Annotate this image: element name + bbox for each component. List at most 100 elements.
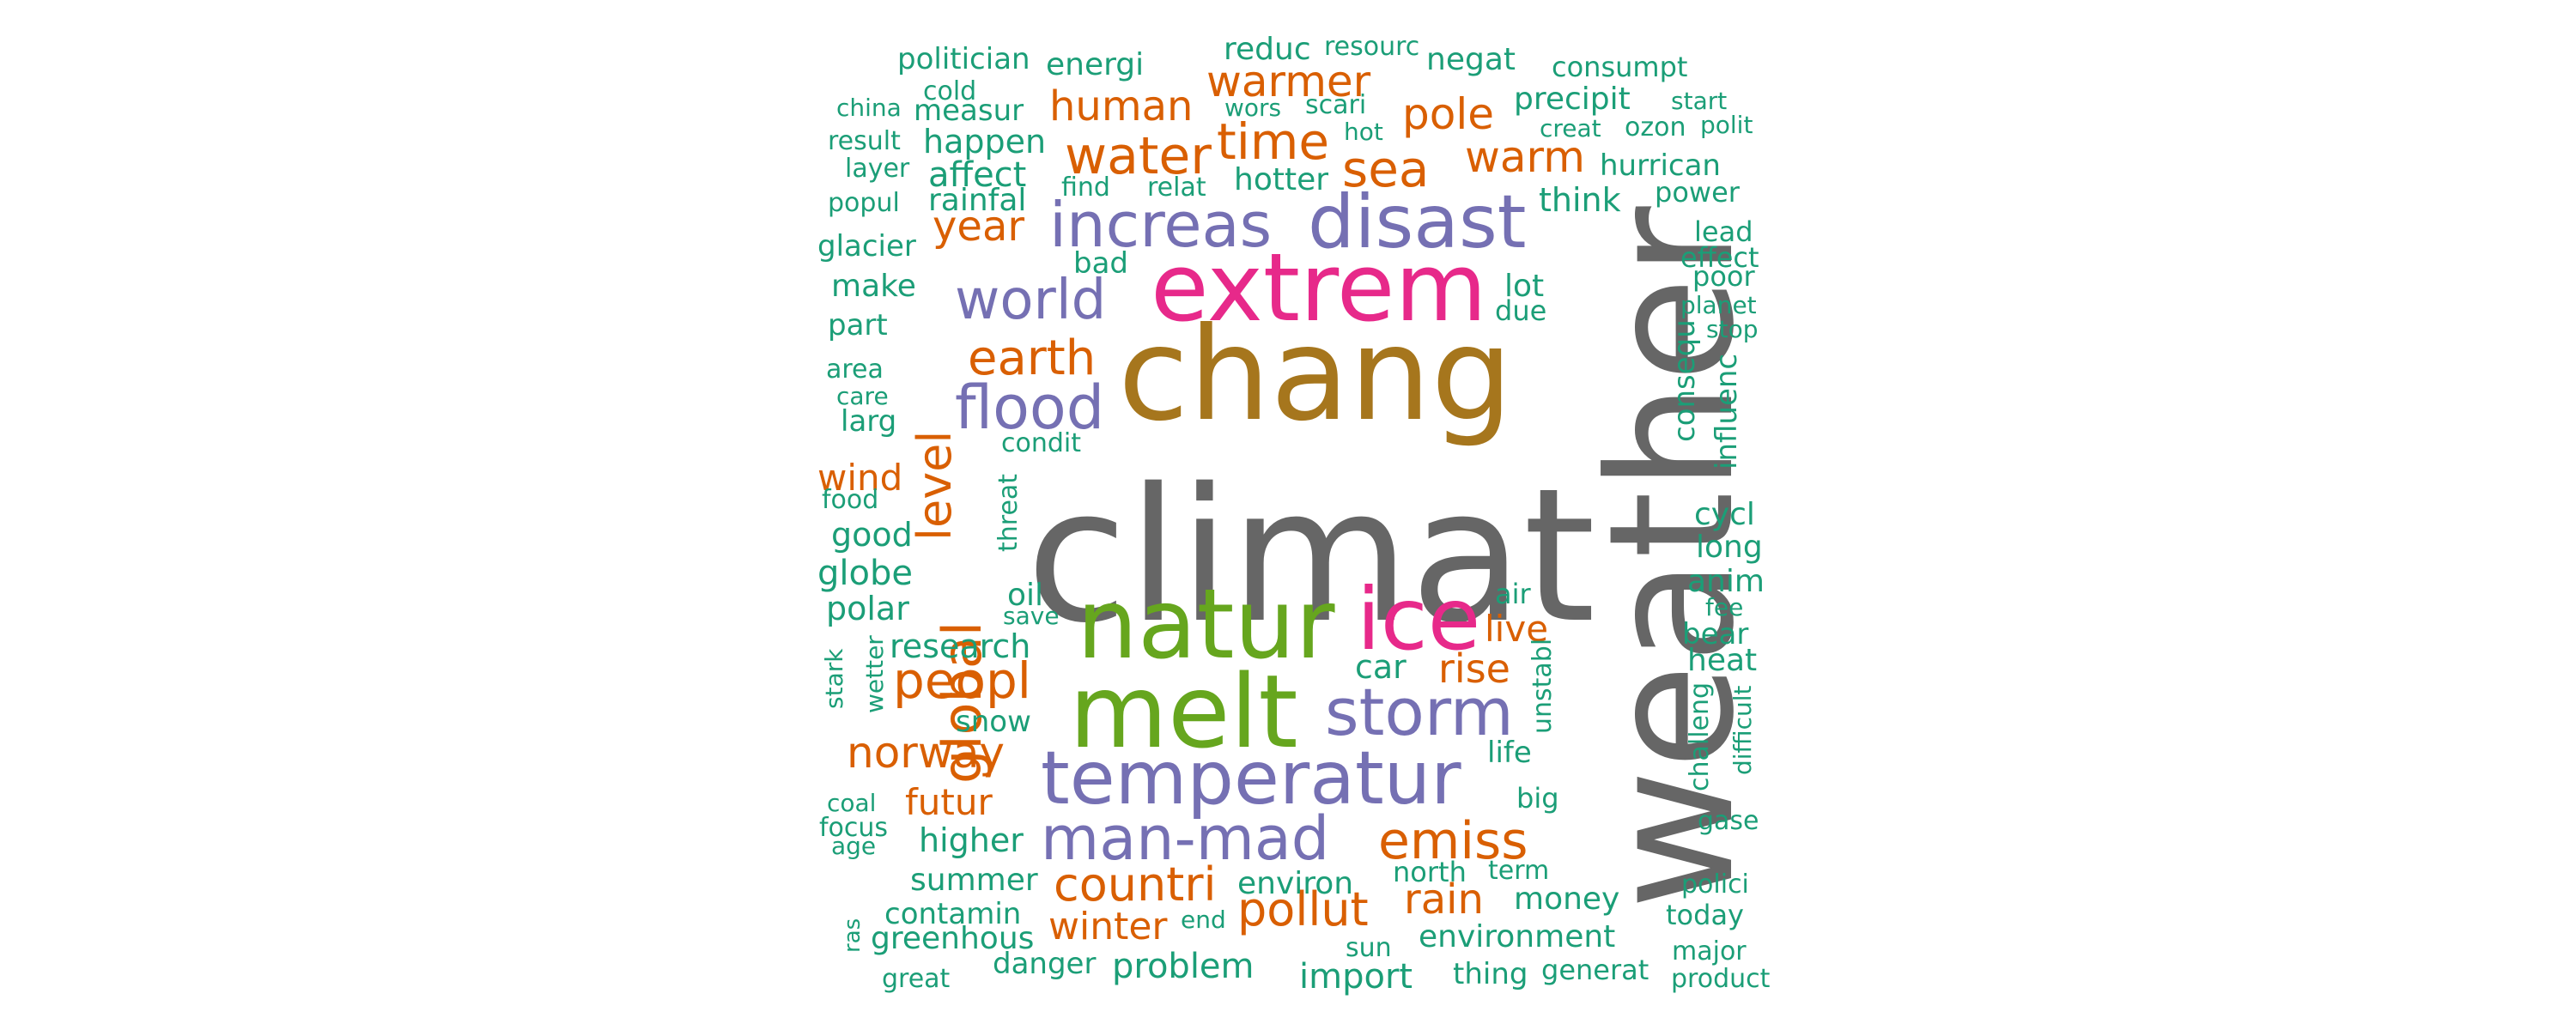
word-pollut: pollut — [1237, 882, 1369, 936]
word-precipit: precipit — [1514, 82, 1631, 117]
word-peopl: peopl — [893, 651, 1031, 710]
word-part: part — [828, 308, 888, 342]
word-contamin: contamin — [884, 897, 1022, 931]
word-poor: poor — [1692, 260, 1755, 293]
word-happen: happen — [923, 123, 1047, 161]
word-summer: summer — [910, 863, 1038, 898]
word-good: good — [831, 516, 913, 554]
word-ozon: ozon — [1625, 112, 1686, 142]
word-due: due — [1495, 294, 1547, 327]
word-wind: wind — [817, 457, 903, 499]
word-threat: threat — [993, 473, 1024, 552]
word-rain: rain — [1404, 876, 1484, 924]
word-level: level — [908, 430, 962, 541]
word-extrem: extrem — [1151, 233, 1487, 342]
word-pole: pole — [1402, 89, 1494, 139]
word-futur: futur — [905, 781, 993, 823]
word-care: care — [836, 382, 889, 410]
word-generat: generat — [1541, 954, 1649, 986]
word-greenhous: greenhous — [871, 921, 1035, 956]
word-sea: sea — [1342, 140, 1430, 198]
word-start: start — [1671, 87, 1728, 115]
word-warm: warm — [1465, 132, 1585, 182]
word-research: research — [890, 627, 1031, 665]
word-politician: politician — [897, 42, 1030, 76]
word-big: big — [1516, 782, 1559, 815]
word-human: human — [1049, 82, 1194, 130]
word-make: make — [831, 269, 916, 304]
word-reduc: reduc — [1224, 32, 1311, 67]
word-globe: globe — [817, 554, 913, 593]
word-snow: snow — [956, 705, 1031, 739]
word-wors: wors — [1224, 94, 1282, 122]
word-cold: cold — [923, 76, 977, 106]
word-china: china — [836, 94, 902, 122]
word-polit: polit — [1700, 111, 1753, 139]
word-find: find — [1061, 173, 1110, 203]
word-major: major — [1672, 936, 1747, 966]
word-heat: heat — [1687, 643, 1758, 678]
word-countri: countri — [1054, 857, 1217, 912]
word-think: think — [1539, 181, 1621, 219]
word-scari: scari — [1305, 90, 1367, 120]
word-bad: bad — [1073, 246, 1128, 281]
word-polar: polar — [826, 590, 909, 627]
word-effect: effect — [1680, 241, 1759, 274]
word-coal: coal — [827, 789, 877, 817]
word-earth: earth — [968, 330, 1097, 386]
word-life: life — [1487, 736, 1532, 770]
word-focus: focus — [819, 813, 889, 843]
word-winter: winter — [1048, 905, 1168, 948]
word-norway: norway — [847, 728, 1005, 778]
word-danger: danger — [993, 947, 1097, 981]
word-today: today — [1666, 899, 1744, 931]
word-rainfal: rainfal — [928, 183, 1027, 218]
word-popul: popul — [828, 188, 900, 218]
word-area: area — [826, 354, 884, 385]
word-increas: increas — [1049, 189, 1273, 261]
word-higher: higher — [919, 821, 1024, 859]
word-condit: condit — [1001, 428, 1082, 458]
word-sun: sun — [1346, 933, 1392, 963]
word-temperatur: temperatur — [1041, 736, 1461, 821]
word-consequ: consequ — [1668, 319, 1702, 442]
word-resourc: resourc — [1324, 32, 1420, 62]
word-influenc: influenc — [1710, 353, 1744, 470]
word-ras: ras — [840, 918, 866, 953]
word-layer: layer — [845, 154, 910, 184]
word-great: great — [882, 964, 951, 994]
word-rise: rise — [1438, 645, 1510, 692]
word-result: result — [828, 126, 901, 156]
word-difficult: difficult — [1728, 685, 1757, 775]
word-import: import — [1299, 957, 1413, 997]
word-north: north — [1393, 856, 1467, 888]
word-hot: hot — [1344, 118, 1383, 146]
word-planet: planet — [1680, 291, 1757, 319]
word-save: save — [1003, 602, 1060, 630]
word-power: power — [1655, 176, 1740, 209]
word-car: car — [1355, 648, 1406, 686]
word-storm: storm — [1325, 674, 1514, 750]
word-polici: polici — [1681, 869, 1749, 900]
word-lot: lot — [1504, 269, 1545, 304]
word-warmer: warmer — [1206, 57, 1371, 106]
word-world: world — [955, 269, 1107, 332]
word-wetter: wetter — [860, 635, 889, 713]
word-hurrican: hurrican — [1600, 148, 1721, 183]
word-lead: lead — [1694, 215, 1753, 248]
word-environ: environ — [1237, 866, 1354, 901]
word-air: air — [1495, 578, 1531, 610]
word-ice: ice — [1357, 569, 1481, 670]
word-bear: bear — [1682, 617, 1749, 651]
word-environment: environment — [1419, 919, 1616, 954]
word-flood: flood — [955, 373, 1105, 443]
word-anim: anim — [1687, 564, 1765, 599]
word-stark: stark — [820, 648, 848, 709]
word-oil: oil — [1007, 578, 1044, 613]
word-climat: climat — [1026, 448, 1596, 663]
word-thing: thing — [1453, 957, 1528, 991]
word-year: year — [933, 203, 1025, 251]
word-problem: problem — [1112, 947, 1255, 986]
word-age: age — [831, 832, 877, 860]
